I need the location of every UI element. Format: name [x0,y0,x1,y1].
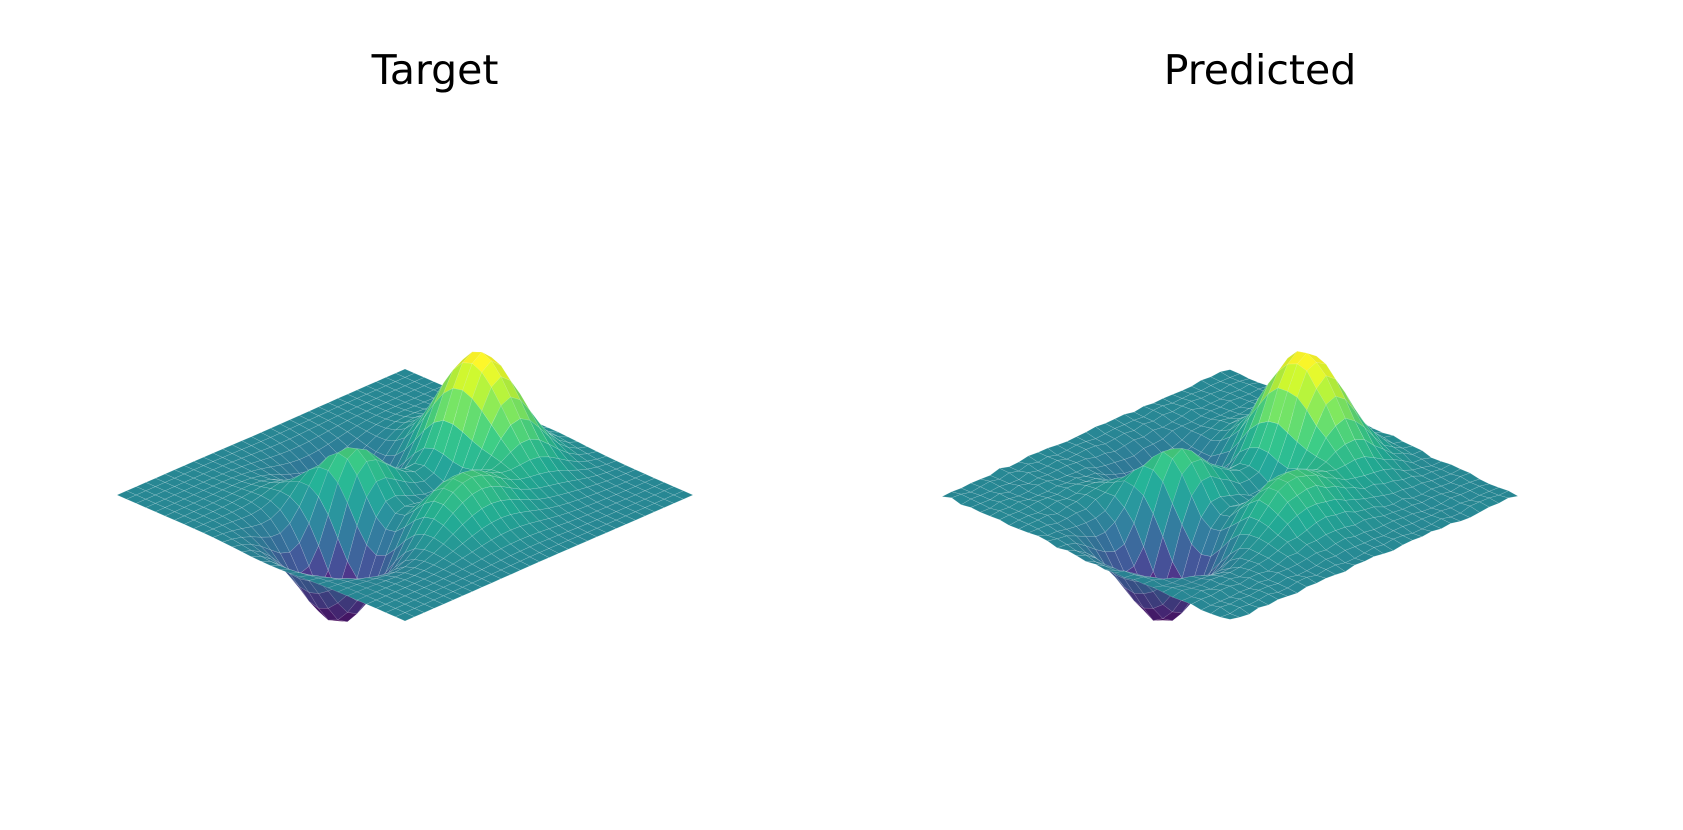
surface-facet [394,612,416,622]
chart-title: Predicted [1163,46,1357,94]
surface-facet [1450,512,1471,522]
chart-title: Target [371,46,499,94]
surface-facet [423,599,445,609]
surface-facet [1287,581,1308,594]
surface-facet [1219,613,1241,620]
surface-plot-target [116,351,694,623]
surface-facet [404,608,425,618]
surface-facet [1344,558,1366,566]
surface-facet [471,578,493,588]
surface-facet [481,574,502,584]
surface-facet [1383,538,1404,551]
surface-facet [548,544,569,554]
surface-facet [586,528,608,538]
surface-facet [461,582,483,592]
surface-plot-predicted [941,351,1519,621]
chart-panel-predicted: Predicted [850,0,1670,830]
surface-facet [1315,569,1337,579]
surface-facet [1411,528,1433,537]
surface-facet [1479,497,1500,508]
chart-panel-target: Target [25,0,845,830]
surface-facet [1248,599,1270,608]
surface-facet [1363,547,1385,557]
surface-facet [442,591,464,601]
surface-facet [605,519,627,529]
surface-facet [433,595,454,605]
surface-facet [538,548,560,558]
surface-facet [452,587,473,597]
surface-facet [1334,562,1356,572]
surface-facet [634,507,656,517]
surface-facet [625,511,646,521]
